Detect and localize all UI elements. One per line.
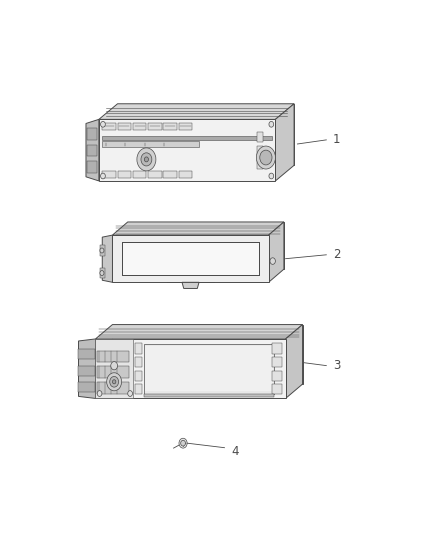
Bar: [102, 136, 272, 140]
Bar: [97, 366, 130, 378]
Bar: [272, 384, 282, 394]
Polygon shape: [113, 235, 268, 282]
Circle shape: [181, 440, 185, 446]
Bar: [102, 171, 116, 177]
Bar: [257, 159, 263, 168]
Polygon shape: [95, 339, 286, 399]
Circle shape: [260, 150, 272, 165]
Text: 4: 4: [231, 445, 239, 458]
Circle shape: [145, 157, 148, 162]
Polygon shape: [182, 282, 199, 288]
Circle shape: [110, 376, 119, 387]
Polygon shape: [117, 104, 294, 165]
Circle shape: [111, 361, 117, 370]
Bar: [134, 384, 142, 394]
Circle shape: [141, 153, 152, 166]
Bar: [179, 123, 192, 130]
Bar: [272, 343, 282, 354]
Bar: [163, 123, 177, 130]
Bar: [272, 357, 282, 367]
Text: 2: 2: [333, 248, 341, 261]
Circle shape: [100, 248, 104, 253]
Bar: [134, 343, 142, 354]
Bar: [99, 245, 105, 256]
Bar: [257, 133, 263, 142]
Bar: [133, 171, 146, 177]
Bar: [87, 161, 97, 173]
Bar: [87, 145, 97, 156]
Polygon shape: [113, 325, 303, 384]
Circle shape: [256, 146, 276, 169]
Bar: [134, 370, 142, 381]
Text: 3: 3: [333, 359, 340, 372]
Circle shape: [113, 379, 116, 384]
Bar: [99, 268, 105, 278]
Polygon shape: [276, 104, 294, 181]
Bar: [117, 171, 131, 177]
Bar: [144, 394, 274, 397]
Text: 1: 1: [333, 133, 341, 147]
Circle shape: [128, 391, 132, 397]
Bar: [148, 171, 162, 177]
Circle shape: [179, 438, 187, 448]
Circle shape: [269, 122, 274, 127]
Bar: [97, 351, 130, 362]
Polygon shape: [128, 222, 284, 269]
Circle shape: [101, 173, 105, 179]
Polygon shape: [268, 222, 284, 282]
Bar: [78, 366, 95, 376]
Bar: [163, 171, 177, 177]
Polygon shape: [113, 222, 284, 235]
Circle shape: [269, 173, 274, 179]
Polygon shape: [286, 325, 303, 399]
Circle shape: [270, 258, 276, 264]
Bar: [257, 146, 263, 155]
Bar: [148, 123, 162, 130]
Bar: [117, 123, 131, 130]
Bar: [78, 382, 95, 392]
Circle shape: [107, 373, 122, 391]
Circle shape: [101, 122, 105, 127]
Polygon shape: [78, 339, 95, 399]
Bar: [133, 123, 146, 130]
Polygon shape: [122, 243, 259, 275]
Bar: [179, 171, 192, 177]
Polygon shape: [99, 104, 294, 119]
Circle shape: [137, 148, 156, 171]
Bar: [102, 123, 116, 130]
Bar: [272, 370, 282, 381]
Polygon shape: [86, 119, 99, 181]
Circle shape: [97, 391, 102, 397]
Bar: [134, 357, 142, 367]
Bar: [144, 344, 274, 393]
Circle shape: [100, 271, 104, 276]
Bar: [87, 128, 97, 140]
Polygon shape: [102, 235, 113, 282]
Bar: [145, 346, 273, 391]
Polygon shape: [95, 325, 303, 339]
Bar: [78, 349, 95, 359]
Bar: [97, 382, 130, 393]
Bar: [102, 141, 199, 147]
Polygon shape: [99, 119, 276, 181]
Bar: [95, 339, 133, 399]
